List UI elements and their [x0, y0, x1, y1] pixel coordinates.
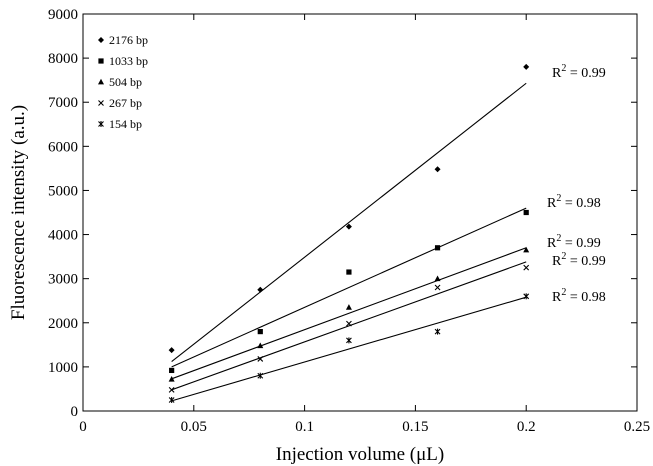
data-point [257, 286, 264, 293]
plot-border [82, 13, 638, 412]
data-point [523, 246, 530, 253]
x-axis-title: Injection volume (μL) [276, 444, 444, 465]
marker-stroke [346, 320, 352, 327]
data-point [523, 264, 530, 271]
y-tick-label: 9000 [48, 7, 78, 23]
r2-label-0: R2 = 0.99 [552, 63, 606, 81]
data-point [168, 347, 175, 354]
legend-label: 267 bp [109, 96, 142, 110]
y-tick-label: 4000 [48, 228, 78, 244]
legend-label: 1033 bp [109, 54, 148, 68]
y-axis-ticks: 0 1000 2000 3000 4000 5000 6000 7000 8000 9000 [48, 7, 637, 420]
data-point [434, 166, 441, 173]
data-point [346, 337, 352, 344]
data-point [346, 320, 352, 327]
legend-marker [98, 58, 104, 64]
y-tick-label: 8000 [48, 51, 78, 67]
data-points [168, 63, 530, 403]
r2-label-2: R2 = 0.99 [547, 233, 601, 251]
legend-item: 1033 bp [98, 54, 148, 68]
y-tick-label: 1000 [48, 360, 78, 376]
legend-marker [98, 100, 104, 106]
legend-label: 154 bp [109, 117, 142, 131]
x-tick-label: 0.05 [181, 419, 207, 435]
data-point [257, 372, 264, 379]
data-point [434, 284, 441, 291]
legend-item: 154 bp [98, 117, 142, 131]
y-tick-label: 2000 [48, 316, 78, 332]
y-tick-label: 6000 [48, 139, 78, 155]
plot-frame [82, 13, 638, 412]
data-point [257, 342, 264, 349]
data-point [434, 275, 441, 282]
legend: 2176 bp 1033 bp 504 bp 267 bp 154 bp [98, 33, 148, 131]
y-tick-label: 7000 [48, 95, 78, 111]
r2-label-4: R2 = 0.98 [552, 287, 606, 305]
data-point [434, 328, 441, 335]
x-tick-label: 0 [79, 419, 87, 435]
marker-stroke [434, 284, 441, 291]
legend-item: 504 bp [98, 75, 142, 89]
legend-item: 267 bp [98, 96, 142, 110]
legend-marker [98, 37, 104, 43]
fit-line-0 [171, 82, 527, 363]
y-axis-title: Fluorescence intensity (a.u.) [8, 105, 29, 320]
data-point [168, 396, 175, 403]
r2-label-1: R2 = 0.98 [547, 193, 601, 211]
legend-label: 2176 bp [109, 33, 148, 47]
legend-label: 504 bp [109, 75, 142, 89]
fit-line-2 [171, 247, 527, 380]
data-point [168, 376, 175, 382]
data-point [345, 304, 352, 310]
fit-line-1 [171, 207, 527, 368]
fit-line-3 [171, 261, 527, 391]
marker-stroke [168, 386, 175, 393]
marker-stroke [257, 356, 264, 362]
marker-stroke [98, 100, 104, 106]
x-tick-label: 0.1 [295, 419, 314, 435]
fit-line-4 [171, 296, 527, 402]
data-point [523, 63, 530, 70]
legend-marker [98, 78, 104, 85]
x-tick-label: 0.2 [517, 419, 536, 435]
x-tick-label: 0.25 [624, 419, 650, 435]
data-point [257, 329, 263, 335]
data-point [345, 223, 352, 230]
y-tick-label: 5000 [48, 183, 78, 199]
data-point [257, 356, 264, 362]
data-point [434, 245, 441, 251]
x-tick-label: 0.15 [402, 419, 428, 435]
legend-marker [98, 121, 104, 127]
marker-stroke [523, 264, 530, 271]
x-axis-ticks: 0 0.05 0.1 0.15 0.2 0.25 [79, 14, 650, 435]
data-point [169, 367, 175, 374]
data-point [523, 293, 530, 300]
data-point [346, 269, 352, 275]
y-tick-label: 0 [71, 404, 79, 420]
legend-item: 2176 bp [98, 33, 148, 47]
y-tick-label: 3000 [48, 272, 78, 288]
data-point [168, 386, 175, 393]
fit-lines [171, 82, 527, 402]
r2-label-3: R2 = 0.99 [552, 251, 606, 269]
data-point [523, 209, 529, 216]
